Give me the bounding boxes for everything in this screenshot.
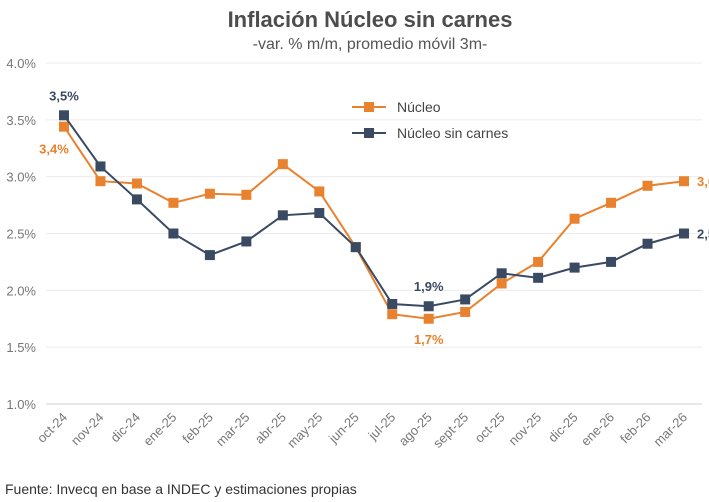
data-point [642,180,653,191]
data-point [314,208,325,219]
data-point [168,228,179,239]
data-point [314,186,325,197]
x-tick-label: oct-24 [34,410,70,446]
data-point [131,194,142,205]
series-line-0 [63,126,685,320]
data-point [533,272,544,283]
y-tick-label: 2.0% [6,283,36,298]
data-point [95,161,106,172]
x-tick-label: nov-25 [506,410,545,449]
data-point [350,242,361,253]
x-tick-label: ago-25 [396,410,435,449]
x-tick-label: abr-25 [252,410,289,447]
y-tick-label: 1.5% [6,340,36,355]
data-point [460,306,471,317]
data-point [460,294,471,305]
data-point [241,189,252,200]
data-point [204,250,215,261]
data-point [59,110,69,121]
y-tick-label: 2.5% [6,227,36,242]
data-point [241,236,252,247]
data-label: 1,7% [414,332,444,347]
data-point [423,301,434,312]
data-labels: 3,5% 3,4% 1,9% 1,7% 3,0% 2,5% [39,88,709,346]
legend-label: Núcleo [397,99,441,115]
data-label: 3,0% [697,174,709,189]
x-tick-label: sept-25 [430,410,471,451]
x-tick-label: mar-26 [650,410,690,450]
data-point [387,309,398,320]
legend-marker [364,102,374,112]
source-note: Fuente: Invecq en base a INDEC y estimac… [5,481,357,497]
data-point [496,268,507,279]
data-point [423,313,434,324]
data-point [679,228,689,239]
legend-label: Núcleo sin carnes [397,125,508,141]
data-point [642,238,653,249]
legend: Núcleo Núcleo sin carnes [352,99,508,141]
data-point [387,298,398,309]
data-point [606,256,617,267]
data-point [533,256,544,267]
x-tick-label: jun-25 [325,410,362,447]
x-tick-label: ene-26 [578,410,617,449]
data-label: 3,5% [49,88,79,103]
data-point [569,213,580,224]
data-point [606,197,617,208]
data-point [277,159,288,170]
data-point [168,197,179,208]
chart-subtitle: -var. % m/m, promedio móvil 3m- [253,36,488,53]
data-label: 1,9% [414,279,444,294]
data-point [131,178,142,189]
x-tick-label: feb-26 [617,410,654,447]
x-tick-label: mar-25 [213,410,253,450]
legend-marker [364,128,374,138]
data-label: 2,5% [697,227,709,242]
data-point [277,210,288,221]
data-point [679,176,689,187]
y-tick-label: 4.0% [6,56,36,71]
x-tick-label: nov-24 [68,410,107,449]
x-tick-label: oct-25 [472,410,508,446]
y-axis: 1.0% 1.5% 2.0% 2.5% 3.0% 3.5% 4.0% [6,56,36,412]
x-tick-label: may-25 [284,410,325,451]
x-tick-label: jul-25 [365,410,399,444]
x-tick-label: feb-25 [179,410,216,447]
data-point [95,176,106,187]
grid [46,62,702,405]
series-group [59,110,689,324]
y-tick-label: 3.5% [6,113,36,128]
data-point [59,121,69,132]
y-tick-label: 3.0% [6,170,36,185]
y-tick-label: 1.0% [6,397,36,412]
chart-title: Inflación Núcleo sin carnes [228,7,513,32]
x-tick-label: ene-25 [140,410,179,449]
data-point [496,278,507,289]
series-line-1 [63,114,685,308]
x-tick-label: dic-24 [107,410,143,446]
x-tick-label: dic-25 [545,410,581,446]
data-point [204,188,215,199]
data-point [569,262,580,273]
data-label: 3,4% [39,142,69,157]
